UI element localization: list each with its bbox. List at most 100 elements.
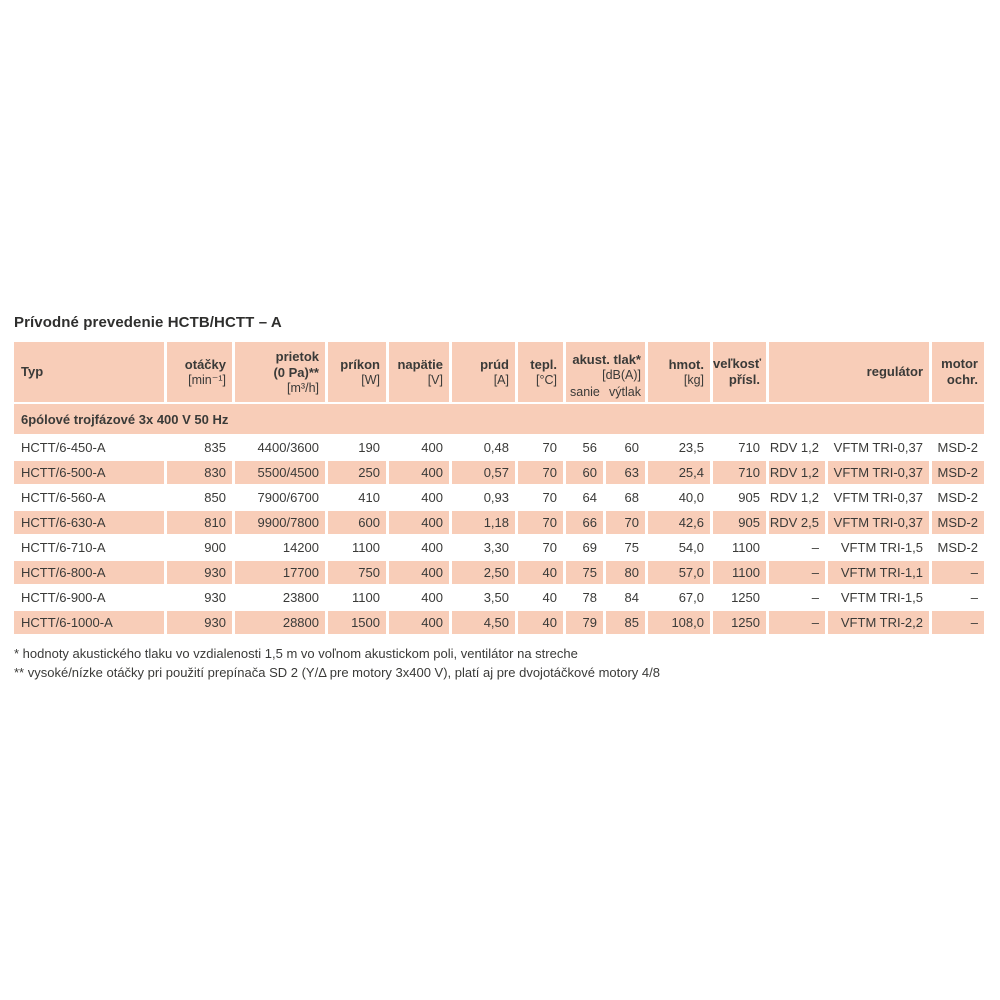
col-header-typ: Typ [14, 342, 164, 402]
cell-regulator-vftm: VFTM TRI-1,5 [828, 586, 929, 609]
col-header-prietok: prietok (0 Pa)** [m³/h] [235, 342, 325, 402]
cell-otacky: 930 [167, 611, 232, 634]
cell-regulator-vftm: VFTM TRI-0,37 [828, 511, 929, 534]
cell-prikon: 410 [328, 486, 386, 509]
cell-prud: 3,30 [452, 536, 515, 559]
cell-regulator-vftm: VFTM TRI-0,37 [828, 486, 929, 509]
cell-prietok: 28800 [235, 611, 325, 634]
cell-vytlak: 84 [606, 586, 645, 609]
cell-prikon: 750 [328, 561, 386, 584]
cell-typ: HCTT/6-710-A [14, 536, 164, 559]
cell-regulator-vftm: VFTM TRI-1,5 [828, 536, 929, 559]
cell-hmot: 23,5 [648, 436, 710, 459]
cell-tepl: 70 [518, 461, 563, 484]
cell-regulator-rdv: – [769, 536, 825, 559]
cell-regulator-rdv: RDV 1,2 [769, 436, 825, 459]
table-row: HCTT/6-800-A 930 17700 750 400 2,50 40 7… [14, 561, 984, 584]
cell-prietok: 17700 [235, 561, 325, 584]
table-row: HCTT/6-560-A 850 7900/6700 410 400 0,93 … [14, 486, 984, 509]
col-header-hmot: hmot. [kg] [648, 342, 710, 402]
cell-regulator-rdv: RDV 1,2 [769, 486, 825, 509]
table-row: HCTT/6-630-A 810 9900/7800 600 400 1,18 … [14, 511, 984, 534]
cell-prikon: 190 [328, 436, 386, 459]
cell-tepl: 40 [518, 561, 563, 584]
cell-prikon: 600 [328, 511, 386, 534]
cell-typ: HCTT/6-450-A [14, 436, 164, 459]
cell-sanie: 78 [566, 586, 603, 609]
cell-vytlak: 70 [606, 511, 645, 534]
cell-typ: HCTT/6-800-A [14, 561, 164, 584]
table-row: HCTT/6-710-A 900 14200 1100 400 3,30 70 … [14, 536, 984, 559]
col-header-motor-ochr: motor ochr. [932, 342, 984, 402]
cell-motor-ochr: MSD-2 [932, 486, 984, 509]
cell-tepl: 70 [518, 536, 563, 559]
cell-motor-ochr: MSD-2 [932, 536, 984, 559]
cell-prikon: 1100 [328, 586, 386, 609]
section-header-row: 6pólové trojfázové 3x 400 V 50 Hz [14, 404, 984, 434]
cell-prietok: 7900/6700 [235, 486, 325, 509]
cell-otacky: 830 [167, 461, 232, 484]
col-header-typ-label: Typ [21, 364, 44, 379]
col-header-prud: prúd [A] [452, 342, 515, 402]
header-row: Typ otáčky [min⁻¹] prietok (0 Pa)** [m³/… [14, 342, 984, 402]
cell-tepl: 40 [518, 586, 563, 609]
cell-napatie: 400 [389, 511, 449, 534]
cell-vytlak: 80 [606, 561, 645, 584]
cell-napatie: 400 [389, 561, 449, 584]
cell-prietok: 9900/7800 [235, 511, 325, 534]
table-row: HCTT/6-900-A 930 23800 1100 400 3,50 40 … [14, 586, 984, 609]
cell-regulator-rdv: – [769, 611, 825, 634]
cell-typ: HCTT/6-1000-A [14, 611, 164, 634]
cell-regulator-vftm: VFTM TRI-0,37 [828, 461, 929, 484]
cell-hmot: 42,6 [648, 511, 710, 534]
cell-regulator-rdv: RDV 2,5 [769, 511, 825, 534]
col-header-regulator: regulátor [769, 342, 929, 402]
cell-vytlak: 60 [606, 436, 645, 459]
cell-motor-ochr: MSD-2 [932, 436, 984, 459]
cell-prikon: 250 [328, 461, 386, 484]
footnote-1: * hodnoty akustického tlaku vo vzdialeno… [14, 646, 578, 661]
section-header-label: 6pólové trojfázové 3x 400 V 50 Hz [14, 404, 984, 434]
cell-vytlak: 63 [606, 461, 645, 484]
cell-motor-ochr: – [932, 611, 984, 634]
datasheet: Prívodné prevedenie HCTB/HCTT – A Typ ot… [14, 314, 986, 682]
col-header-otacky: otáčky [min⁻¹] [167, 342, 232, 402]
cell-regulator-vftm: VFTM TRI-2,2 [828, 611, 929, 634]
table-body: 6pólové trojfázové 3x 400 V 50 Hz HCTT/6… [14, 404, 984, 634]
cell-tepl: 70 [518, 436, 563, 459]
subcol-vytlak: výtlak [609, 385, 641, 399]
cell-prud: 4,50 [452, 611, 515, 634]
cell-sanie: 56 [566, 436, 603, 459]
table-row: HCTT/6-500-A 830 5500/4500 250 400 0,57 … [14, 461, 984, 484]
cell-prud: 1,18 [452, 511, 515, 534]
cell-motor-ochr: – [932, 561, 984, 584]
cell-velkost-prisl: 710 [713, 461, 766, 484]
cell-regulator-rdv: – [769, 561, 825, 584]
cell-tepl: 70 [518, 511, 563, 534]
col-header-prikon: príkon [W] [328, 342, 386, 402]
cell-hmot: 40,0 [648, 486, 710, 509]
subcol-sanie: sanie [570, 385, 600, 399]
cell-napatie: 400 [389, 536, 449, 559]
cell-otacky: 930 [167, 561, 232, 584]
cell-napatie: 400 [389, 486, 449, 509]
cell-otacky: 850 [167, 486, 232, 509]
col-header-napatie: napätie [V] [389, 342, 449, 402]
cell-hmot: 25,4 [648, 461, 710, 484]
table-row: HCTT/6-450-A 835 4400/3600 190 400 0,48 … [14, 436, 984, 459]
cell-napatie: 400 [389, 461, 449, 484]
cell-prietok: 4400/3600 [235, 436, 325, 459]
cell-prud: 2,50 [452, 561, 515, 584]
cell-sanie: 79 [566, 611, 603, 634]
cell-sanie: 60 [566, 461, 603, 484]
cell-regulator-rdv: – [769, 586, 825, 609]
cell-prikon: 1500 [328, 611, 386, 634]
cell-hmot: 67,0 [648, 586, 710, 609]
cell-otacky: 900 [167, 536, 232, 559]
cell-velkost-prisl: 905 [713, 511, 766, 534]
cell-napatie: 400 [389, 436, 449, 459]
cell-typ: HCTT/6-500-A [14, 461, 164, 484]
cell-tepl: 70 [518, 486, 563, 509]
cell-typ: HCTT/6-560-A [14, 486, 164, 509]
cell-motor-ochr: MSD-2 [932, 461, 984, 484]
